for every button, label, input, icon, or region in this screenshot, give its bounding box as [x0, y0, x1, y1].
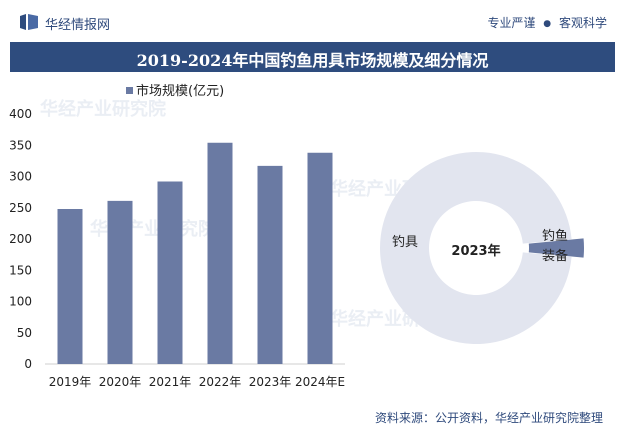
donut-label-fishing-equipment: 钓鱼 [542, 228, 568, 244]
x-tick-label: 2024年E [295, 375, 345, 389]
y-tick-label: 100 [9, 295, 32, 309]
footer: 资料来源：公开资料，华经产业研究院整理 [0, 405, 625, 441]
title-bar: 2019-2024年中国钓鱼用具市场规模及细分情况 [10, 42, 615, 72]
x-tick-label: 2020年 [99, 375, 142, 389]
donut-label-fishing-equipment-line2: 装备 [542, 248, 568, 264]
y-tick-label: 0 [24, 357, 32, 371]
chart-title: 2019-2024年中国钓鱼用具市场规模及细分情况 [136, 51, 489, 70]
donut-center-label: 2023年 [451, 243, 500, 259]
brand-name: 华经情报网 [45, 18, 111, 33]
x-tick-label: 2023年 [249, 375, 292, 389]
y-tick-label: 250 [9, 201, 32, 215]
bar [207, 142, 233, 364]
x-tick-label: 2022年 [199, 375, 242, 389]
donut-label-fishing-gear: 钓具 [392, 235, 418, 250]
bar [157, 181, 183, 364]
header-tags: 专业严谨 ● 客观科学 [487, 14, 607, 31]
y-tick-label: 200 [9, 232, 32, 246]
y-axis: 0 50 100 150 200 250 300 350 400 [9, 107, 32, 371]
y-tick-label: 150 [9, 263, 32, 277]
y-tick-label: 300 [9, 170, 32, 184]
tag-objective: 客观科学 [558, 16, 607, 30]
donut-slice-fishing-equipment [528, 238, 584, 258]
legend-label: 市场规模(亿元) [136, 83, 224, 99]
y-tick-label: 50 [17, 326, 32, 340]
y-tick-label: 350 [9, 138, 32, 152]
bar [257, 165, 283, 364]
bar [107, 200, 133, 364]
header: 华经情报网 专业严谨 ● 客观科学 [0, 0, 625, 40]
donut-chart [380, 152, 584, 344]
source-note: 资料来源：公开资料，华经产业研究院整理 [374, 411, 603, 425]
tag-professional: 专业严谨 [487, 16, 536, 30]
bar [307, 152, 333, 364]
bar-series [57, 142, 333, 364]
bar [57, 209, 83, 364]
legend-swatch [126, 87, 133, 94]
brand-logo-icon [20, 14, 38, 30]
x-tick-label: 2021年 [149, 375, 192, 389]
x-tick-label: 2019年 [49, 375, 92, 389]
separator-dot-icon: ● [543, 19, 552, 29]
y-tick-label: 400 [9, 107, 32, 121]
x-axis: 2019年 2020年 2021年 2022年 2023年 2024年E [49, 375, 345, 389]
donut-slice-fishing-gear [380, 152, 572, 344]
